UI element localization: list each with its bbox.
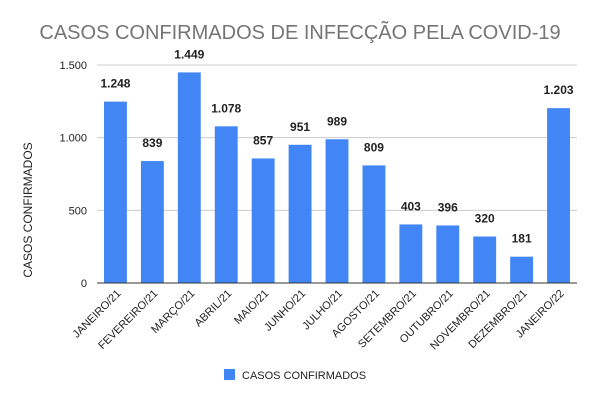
- data-label: 1.203: [544, 83, 574, 97]
- bar: [325, 139, 349, 283]
- bar: [177, 72, 201, 283]
- bar: [362, 165, 386, 283]
- x-tick-label: ABRIL/21: [193, 288, 235, 330]
- legend: CASOS CONFIRMADOS: [224, 369, 366, 382]
- bar: [104, 101, 127, 284]
- legend-swatch: [224, 369, 235, 380]
- data-label: 181: [512, 232, 532, 246]
- bar: [251, 158, 275, 283]
- y-axis-ticks: 0 500 1.000 1.500: [59, 60, 87, 290]
- y-axis-label: CASOS CONFIRMADOS: [21, 142, 35, 277]
- data-label: 320: [475, 211, 495, 225]
- data-labels: 1.248 839 1.449 1.078 857 951 989 809 403 396 320 1…: [100, 47, 573, 245]
- bars: [104, 72, 570, 284]
- data-label: 951: [290, 120, 310, 134]
- data-label: 1.248: [100, 77, 130, 91]
- data-label: 857: [253, 133, 273, 147]
- bar: [473, 236, 497, 283]
- data-label: 1.078: [211, 101, 241, 115]
- chart-title: CASOS CONFIRMADOS DE INFECÇÃO PELA COVID…: [39, 20, 560, 44]
- y-tick-label: 0: [81, 278, 87, 290]
- bar: [510, 256, 534, 283]
- y-tick-label: 1.000: [59, 133, 87, 145]
- data-label: 809: [364, 140, 384, 154]
- bar: [399, 224, 423, 283]
- bar: [214, 126, 238, 284]
- x-axis-ticks: JANEIRO/21FEVEREIRO/21MARÇO/21ABRIL/21MA…: [71, 288, 567, 353]
- bar: [140, 161, 164, 283]
- data-label: 403: [401, 199, 421, 213]
- data-label: 989: [327, 114, 347, 128]
- data-label: 839: [142, 136, 162, 150]
- data-label: 1.449: [174, 47, 204, 61]
- y-tick-label: 1.500: [59, 60, 87, 72]
- bar: [436, 225, 460, 283]
- legend-label: CASOS CONFIRMADOS: [242, 370, 366, 382]
- y-tick-label: 500: [69, 205, 87, 217]
- bar: [288, 144, 312, 283]
- data-label: 396: [438, 200, 458, 214]
- bar: [547, 108, 570, 283]
